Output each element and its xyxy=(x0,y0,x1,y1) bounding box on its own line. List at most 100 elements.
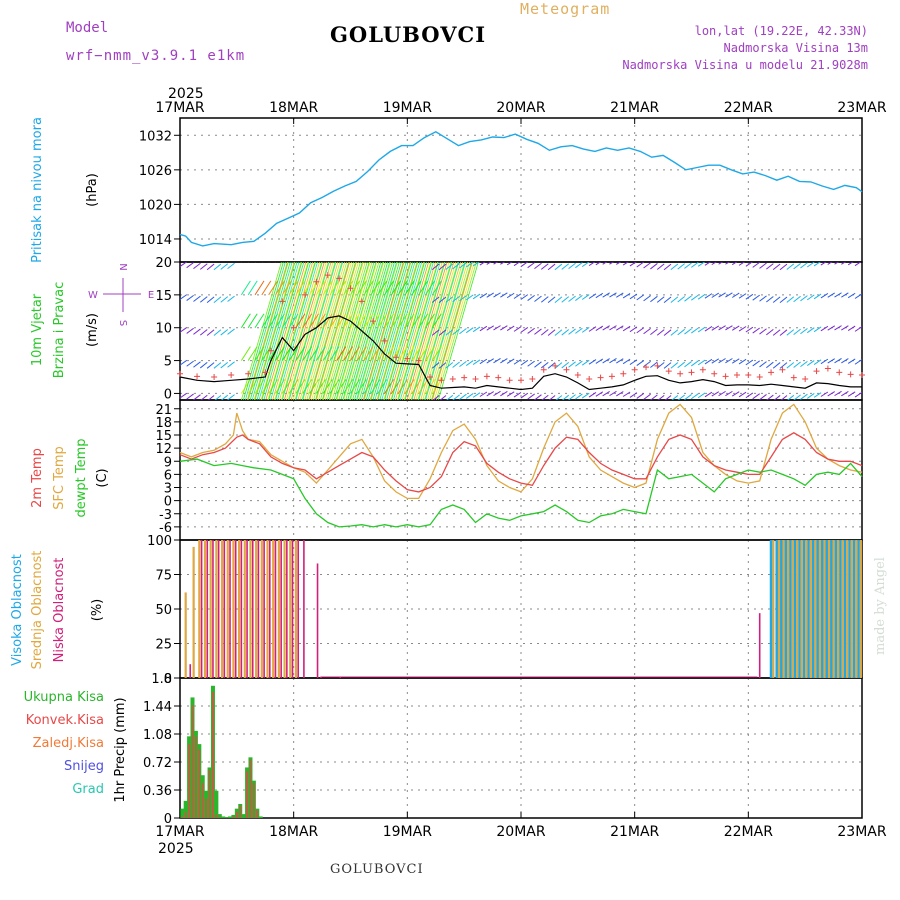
wind-gust-marker xyxy=(586,375,593,382)
cloud_mid-bar xyxy=(837,540,840,678)
wind-barb xyxy=(602,262,608,265)
wind-barb xyxy=(199,296,208,303)
wind-gust-marker xyxy=(358,298,365,305)
wind-barb xyxy=(650,394,658,400)
precip-conv-bar xyxy=(205,798,208,818)
wind-barb xyxy=(793,328,801,336)
wind-barb xyxy=(186,327,194,334)
wind-barb xyxy=(575,393,583,400)
wind-storm-barb xyxy=(283,262,325,400)
cloud_high-bar xyxy=(834,540,838,678)
wind-barb xyxy=(364,262,365,263)
wind-storm-barb xyxy=(277,262,318,400)
wind-barb xyxy=(609,292,617,298)
wind-barb xyxy=(268,262,270,263)
wind-gust-marker xyxy=(790,374,797,381)
wind-barb xyxy=(588,391,597,398)
wind-barb xyxy=(650,328,658,336)
wind-barb xyxy=(432,262,433,263)
wind-barb xyxy=(697,392,706,399)
wind-barb xyxy=(534,394,542,400)
wind-barb xyxy=(520,294,529,300)
cloud_mid-bar xyxy=(841,540,844,678)
wind-gust-marker xyxy=(370,318,377,325)
wind-barb xyxy=(806,393,815,399)
wind-barb xyxy=(711,262,717,266)
wind-barb xyxy=(452,295,460,303)
wind-barb xyxy=(588,326,597,332)
wind-barb xyxy=(220,394,229,400)
wind-barb xyxy=(411,313,422,328)
wind-barb xyxy=(609,325,617,331)
wind-barb xyxy=(282,262,283,263)
wind-gust-marker xyxy=(654,362,661,369)
wind-barb xyxy=(459,295,467,302)
wind-barb xyxy=(493,325,501,331)
wind-barb xyxy=(581,392,590,399)
wind-storm-barb xyxy=(369,262,411,400)
wind-barb xyxy=(377,280,388,296)
wind-barb xyxy=(459,360,467,367)
cloud-ytick-label: 50 xyxy=(155,603,172,618)
wind-barb xyxy=(650,295,658,303)
wind-barb xyxy=(261,346,272,361)
precip-legend-entry: Grad xyxy=(72,782,104,797)
wind-barb xyxy=(180,294,188,300)
wind-barb xyxy=(186,294,194,301)
wind-barb xyxy=(588,262,596,267)
wind-barb xyxy=(738,391,747,398)
wind-barb xyxy=(656,362,665,369)
precip-conv-bar xyxy=(201,783,204,818)
wind-barb xyxy=(445,329,454,336)
wind-barb xyxy=(432,395,440,400)
wind-barb xyxy=(616,292,624,298)
precip-conv-bar xyxy=(256,810,259,818)
cloud_mid-bar xyxy=(277,540,280,678)
wind-storm-barb xyxy=(411,262,453,400)
wind-barb xyxy=(738,358,747,365)
wind-barb xyxy=(813,359,822,365)
wind-barb xyxy=(295,346,306,361)
wind-barb xyxy=(793,361,801,368)
precip-conv-bar xyxy=(239,805,242,818)
wind-gust-marker xyxy=(427,374,434,380)
wind-barb xyxy=(643,262,651,269)
top-x-tick-label: 21MAR xyxy=(610,100,659,116)
wind-barb xyxy=(445,296,454,303)
bottom-x-tick-label: 20MAR xyxy=(496,824,545,840)
precip-total-bar xyxy=(183,800,188,818)
wind-gust-marker xyxy=(245,370,252,377)
cloud_high-bar xyxy=(852,540,856,678)
wind-barb xyxy=(357,262,358,263)
wind-barb xyxy=(793,295,801,303)
wind-barb xyxy=(431,280,442,296)
wind-barb xyxy=(691,262,699,268)
wind-barb xyxy=(431,362,440,369)
wind-storm-barb xyxy=(413,262,455,400)
wind-barb xyxy=(711,391,720,397)
wind-barb xyxy=(575,360,583,367)
wind-barb xyxy=(261,313,272,328)
wind-barb xyxy=(390,280,401,296)
wind-storm-barb xyxy=(397,262,438,400)
wind-barb xyxy=(595,262,602,266)
wind-barb xyxy=(684,328,692,335)
wind-barb xyxy=(527,294,535,301)
wind-storm-barb xyxy=(379,262,421,400)
wind-barb xyxy=(418,280,429,296)
wind-barb xyxy=(854,293,862,299)
wind-barb xyxy=(568,295,576,302)
bottom-x-tick-label: 19MAR xyxy=(383,824,432,840)
wind-barb xyxy=(438,296,447,304)
wind-storm-barb xyxy=(287,262,329,400)
wind-barb xyxy=(752,393,760,400)
cloud_low-bar xyxy=(234,540,237,678)
wind-barb xyxy=(465,262,474,268)
wind-barb xyxy=(697,326,706,333)
wind-barb xyxy=(227,328,235,335)
wind-barb xyxy=(663,296,672,304)
wind-gust-marker xyxy=(699,366,706,373)
wind-barb xyxy=(472,359,481,365)
wind-barb xyxy=(581,327,590,333)
wind-storm-barb xyxy=(435,262,477,400)
